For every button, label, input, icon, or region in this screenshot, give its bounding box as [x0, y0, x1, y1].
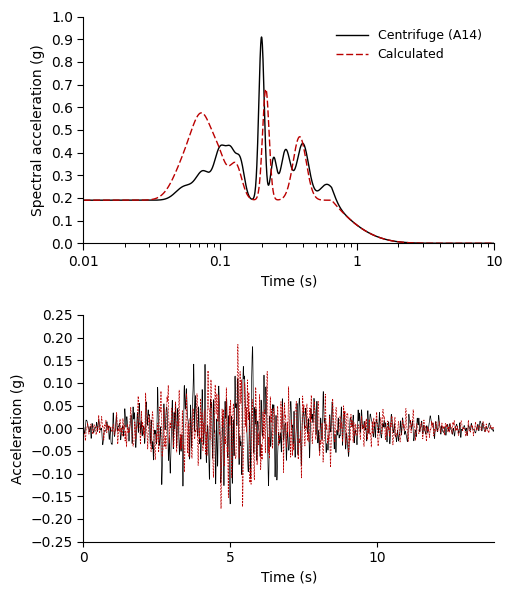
Calculated — [101, 197, 107, 204]
Centrifuge (A14) — [404, 239, 410, 246]
Calculated — [479, 240, 485, 247]
Line: Centrifuge (A14): Centrifuge (A14) — [83, 37, 494, 243]
X-axis label: Time (s): Time (s) — [261, 275, 317, 288]
Calculated — [491, 240, 497, 247]
Calculated — [479, 240, 485, 247]
Calculated — [404, 239, 410, 246]
X-axis label: Time (s): Time (s) — [261, 571, 317, 585]
Calculated — [80, 197, 86, 204]
Centrifuge (A14) — [280, 152, 286, 159]
Calculated — [269, 182, 276, 190]
Centrifuge (A14) — [259, 33, 265, 41]
Legend: Centrifuge (A14), Calculated: Centrifuge (A14), Calculated — [330, 23, 488, 67]
Centrifuge (A14) — [80, 197, 86, 204]
Calculated — [280, 194, 286, 201]
Centrifuge (A14) — [479, 240, 485, 247]
Line: Calculated: Calculated — [83, 89, 494, 243]
Centrifuge (A14) — [491, 240, 497, 247]
Calculated — [263, 86, 269, 93]
Centrifuge (A14) — [479, 240, 485, 247]
Y-axis label: Spectral acceleration (g): Spectral acceleration (g) — [31, 44, 45, 216]
Centrifuge (A14) — [101, 197, 107, 204]
Centrifuge (A14) — [269, 158, 276, 165]
Y-axis label: Acceleration (g): Acceleration (g) — [11, 373, 25, 483]
